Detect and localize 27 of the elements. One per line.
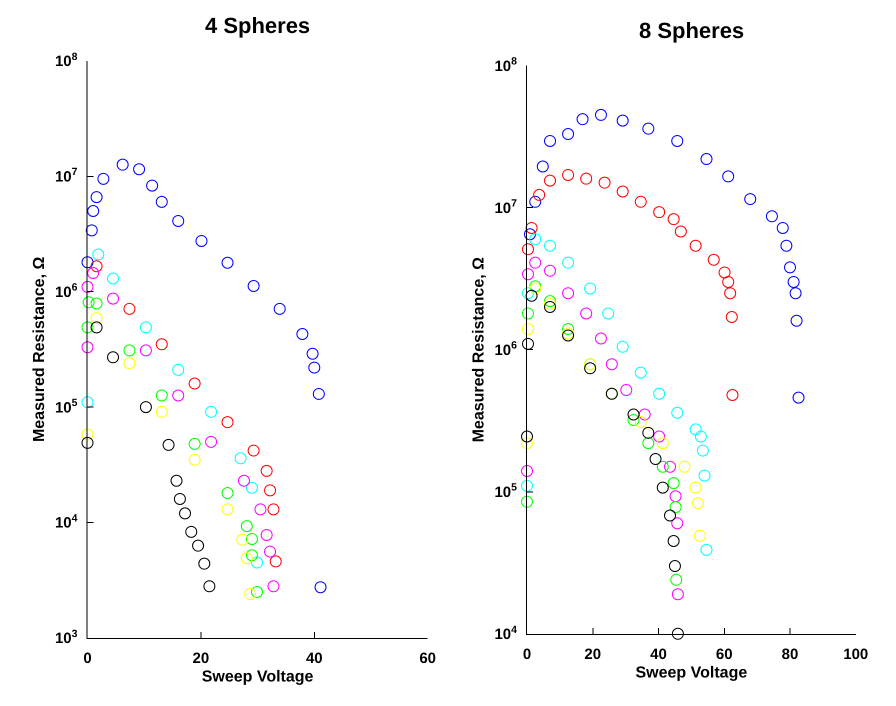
- y-tick-label: 10$^{6}$: [54, 282, 78, 301]
- y-axis-title: Measured Resistance, Ω: [470, 256, 488, 442]
- x-tick-label: 60: [716, 646, 733, 663]
- x-axis-title: Sweep Voltage: [636, 664, 748, 682]
- y-tick-label: 10$^{4}$: [494, 624, 518, 644]
- x-tick-label: 0: [522, 646, 532, 663]
- x-tick-label: 100: [843, 646, 868, 663]
- y-tick-label: 10$^{4}$: [54, 512, 78, 532]
- x-tick-label: 40: [306, 650, 323, 667]
- x-tick-label: 20: [584, 646, 602, 663]
- y-tick-label: 10$^{7}$: [54, 166, 78, 186]
- y-tick-label: 10$^{5}$: [494, 482, 518, 502]
- x-tick-label: 20: [192, 650, 210, 667]
- y-tick-label: 10$^{3}$: [54, 628, 78, 648]
- x-tick-label: 40: [650, 646, 667, 663]
- y-tick-label: 10$^{7}$: [494, 198, 518, 217]
- x-tick-label: 0: [83, 650, 92, 667]
- chart-title: 4 Spheres: [205, 13, 310, 38]
- y-tick-label: 10$^{8}$: [494, 56, 518, 75]
- y-tick-label: 10$^{5}$: [54, 397, 78, 416]
- chart-title: 8 Spheres: [639, 18, 744, 43]
- y-tick-label: 10$^{8}$: [54, 50, 78, 70]
- x-tick-label: 60: [419, 650, 436, 667]
- y-axis-title: Measured Resistance, Ω: [30, 256, 48, 442]
- y-tick-label: 10$^{6}$: [494, 340, 518, 359]
- x-tick-label: 80: [782, 646, 798, 663]
- x-axis-title: Sweep Voltage: [202, 668, 314, 686]
